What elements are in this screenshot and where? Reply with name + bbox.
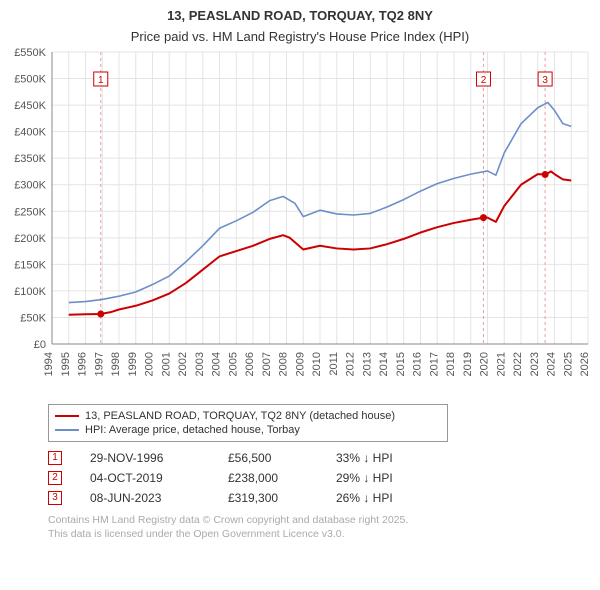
svg-text:£50K: £50K bbox=[20, 312, 46, 324]
svg-text:3: 3 bbox=[542, 75, 548, 86]
svg-text:2017: 2017 bbox=[428, 352, 440, 376]
svg-text:1998: 1998 bbox=[110, 352, 122, 376]
svg-text:1996: 1996 bbox=[77, 352, 89, 376]
svg-text:1: 1 bbox=[98, 75, 104, 86]
svg-text:2008: 2008 bbox=[278, 352, 290, 376]
sale-diff: 33% ↓ HPI bbox=[336, 451, 436, 465]
svg-text:£0: £0 bbox=[34, 339, 46, 351]
svg-text:2011: 2011 bbox=[328, 352, 340, 376]
sale-diff: 26% ↓ HPI bbox=[336, 491, 436, 505]
svg-text:2020: 2020 bbox=[479, 352, 491, 376]
svg-text:£300K: £300K bbox=[14, 180, 46, 192]
svg-text:£200K: £200K bbox=[14, 233, 46, 245]
svg-text:2018: 2018 bbox=[445, 352, 457, 376]
svg-text:2000: 2000 bbox=[144, 352, 156, 376]
sales-row: 3 08-JUN-2023 £319,300 26% ↓ HPI bbox=[48, 488, 592, 508]
svg-text:£350K: £350K bbox=[14, 153, 46, 165]
sale-price: £319,300 bbox=[228, 491, 308, 505]
chart-title-line1: 13, PEASLAND ROAD, TORQUAY, TQ2 8NY bbox=[8, 8, 592, 25]
svg-text:2024: 2024 bbox=[546, 352, 558, 376]
svg-text:2007: 2007 bbox=[261, 352, 273, 376]
svg-text:2023: 2023 bbox=[529, 352, 541, 376]
svg-text:2012: 2012 bbox=[345, 352, 357, 376]
chart-container: £0 £50K £100K £150K £200K £250K £300K £350K £400… bbox=[8, 48, 592, 398]
sale-date: 04-OCT-2019 bbox=[90, 471, 200, 485]
sale-date: 29-NOV-1996 bbox=[90, 451, 200, 465]
sales-row: 2 04-OCT-2019 £238,000 29% ↓ HPI bbox=[48, 468, 592, 488]
svg-text:£450K: £450K bbox=[14, 100, 46, 112]
legend-item: HPI: Average price, detached house, Torb… bbox=[55, 423, 441, 437]
legend-swatch bbox=[55, 415, 79, 417]
sale-marker: 2 bbox=[48, 471, 62, 485]
legend-swatch bbox=[55, 429, 79, 431]
svg-text:2004: 2004 bbox=[211, 352, 223, 376]
svg-text:1997: 1997 bbox=[93, 352, 105, 376]
svg-text:1995: 1995 bbox=[60, 352, 72, 376]
svg-text:2026: 2026 bbox=[579, 352, 591, 376]
svg-text:2010: 2010 bbox=[311, 352, 323, 376]
svg-text:£250K: £250K bbox=[14, 206, 46, 218]
sale-diff: 29% ↓ HPI bbox=[336, 471, 436, 485]
sales-table: 1 29-NOV-1996 £56,500 33% ↓ HPI 2 04-OCT-2019… bbox=[48, 448, 592, 508]
svg-text:1994: 1994 bbox=[43, 352, 55, 376]
svg-text:2019: 2019 bbox=[462, 352, 474, 376]
legend-item: 13, PEASLAND ROAD, TORQUAY, TQ2 8NY (det… bbox=[55, 409, 441, 423]
svg-text:2009: 2009 bbox=[294, 352, 306, 376]
svg-text:1999: 1999 bbox=[127, 352, 139, 376]
footer-attribution: Contains HM Land Registry data © Crown c… bbox=[48, 514, 592, 541]
svg-text:2014: 2014 bbox=[378, 352, 390, 376]
sales-row: 1 29-NOV-1996 £56,500 33% ↓ HPI bbox=[48, 448, 592, 468]
footer-line2: This data is licensed under the Open Gov… bbox=[48, 528, 592, 542]
sale-date: 08-JUN-2023 bbox=[90, 491, 200, 505]
sale-price: £56,500 bbox=[228, 451, 308, 465]
svg-text:2022: 2022 bbox=[512, 352, 524, 376]
svg-text:2021: 2021 bbox=[495, 352, 507, 376]
svg-text:2013: 2013 bbox=[361, 352, 373, 376]
svg-text:2006: 2006 bbox=[244, 352, 256, 376]
legend-label: HPI: Average price, detached house, Torb… bbox=[85, 424, 300, 436]
svg-text:2: 2 bbox=[481, 75, 487, 86]
legend: 13, PEASLAND ROAD, TORQUAY, TQ2 8NY (det… bbox=[48, 404, 448, 442]
chart-title-line2: Price paid vs. HM Land Registry's House … bbox=[8, 29, 592, 44]
svg-text:2025: 2025 bbox=[562, 352, 574, 376]
svg-text:2005: 2005 bbox=[227, 352, 239, 376]
svg-text:£500K: £500K bbox=[14, 73, 46, 85]
svg-text:2002: 2002 bbox=[177, 352, 189, 376]
svg-text:£400K: £400K bbox=[14, 127, 46, 139]
svg-text:2016: 2016 bbox=[412, 352, 424, 376]
svg-text:£150K: £150K bbox=[14, 259, 46, 271]
sale-marker: 3 bbox=[48, 491, 62, 505]
svg-text:2003: 2003 bbox=[194, 352, 206, 376]
footer-line1: Contains HM Land Registry data © Crown c… bbox=[48, 514, 592, 528]
svg-text:£100K: £100K bbox=[14, 286, 46, 298]
line-chart: £0 £50K £100K £150K £200K £250K £300K £350K £400… bbox=[8, 48, 592, 398]
legend-label: 13, PEASLAND ROAD, TORQUAY, TQ2 8NY (det… bbox=[85, 410, 395, 422]
svg-text:2015: 2015 bbox=[395, 352, 407, 376]
sale-marker: 1 bbox=[48, 451, 62, 465]
sale-price: £238,000 bbox=[228, 471, 308, 485]
svg-text:£550K: £550K bbox=[14, 48, 46, 59]
svg-text:2001: 2001 bbox=[160, 352, 172, 376]
